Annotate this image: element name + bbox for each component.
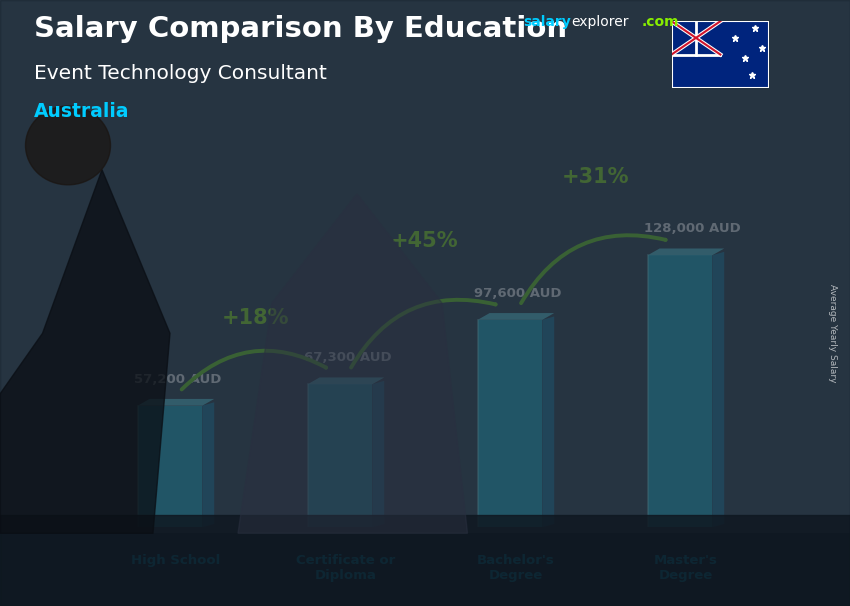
- Text: 128,000 AUD: 128,000 AUD: [644, 222, 741, 235]
- FancyBboxPatch shape: [478, 320, 542, 527]
- Text: Average Yearly Salary: Average Yearly Salary: [828, 284, 837, 382]
- Text: Event Technology Consultant: Event Technology Consultant: [34, 64, 327, 82]
- Text: Bachelor's
Degree: Bachelor's Degree: [477, 553, 555, 582]
- Polygon shape: [138, 399, 214, 405]
- FancyBboxPatch shape: [308, 384, 372, 527]
- Polygon shape: [202, 402, 214, 527]
- Text: .com: .com: [642, 15, 679, 29]
- FancyArrowPatch shape: [521, 235, 666, 303]
- Text: salary: salary: [523, 15, 570, 29]
- Text: Master's
Degree: Master's Degree: [654, 553, 718, 582]
- Polygon shape: [238, 194, 468, 533]
- Text: +31%: +31%: [561, 167, 629, 187]
- Polygon shape: [542, 316, 554, 527]
- Polygon shape: [648, 248, 724, 255]
- Text: High School: High School: [131, 553, 220, 567]
- Polygon shape: [372, 381, 384, 527]
- Text: +18%: +18%: [221, 308, 289, 328]
- Text: Australia: Australia: [34, 102, 129, 121]
- Text: 97,600 AUD: 97,600 AUD: [474, 287, 562, 300]
- Text: 67,300 AUD: 67,300 AUD: [304, 351, 392, 364]
- Text: +45%: +45%: [391, 231, 459, 251]
- Polygon shape: [0, 170, 170, 533]
- Polygon shape: [308, 378, 384, 384]
- Polygon shape: [478, 313, 554, 320]
- FancyBboxPatch shape: [138, 405, 202, 527]
- Text: Certificate or
Diploma: Certificate or Diploma: [297, 553, 395, 582]
- FancyArrowPatch shape: [182, 351, 326, 390]
- Polygon shape: [712, 252, 724, 527]
- Ellipse shape: [26, 106, 110, 185]
- FancyBboxPatch shape: [648, 255, 712, 527]
- FancyArrowPatch shape: [351, 300, 496, 368]
- Text: 57,200 AUD: 57,200 AUD: [134, 373, 222, 386]
- Text: explorer: explorer: [571, 15, 629, 29]
- Text: Salary Comparison By Education: Salary Comparison By Education: [34, 15, 567, 43]
